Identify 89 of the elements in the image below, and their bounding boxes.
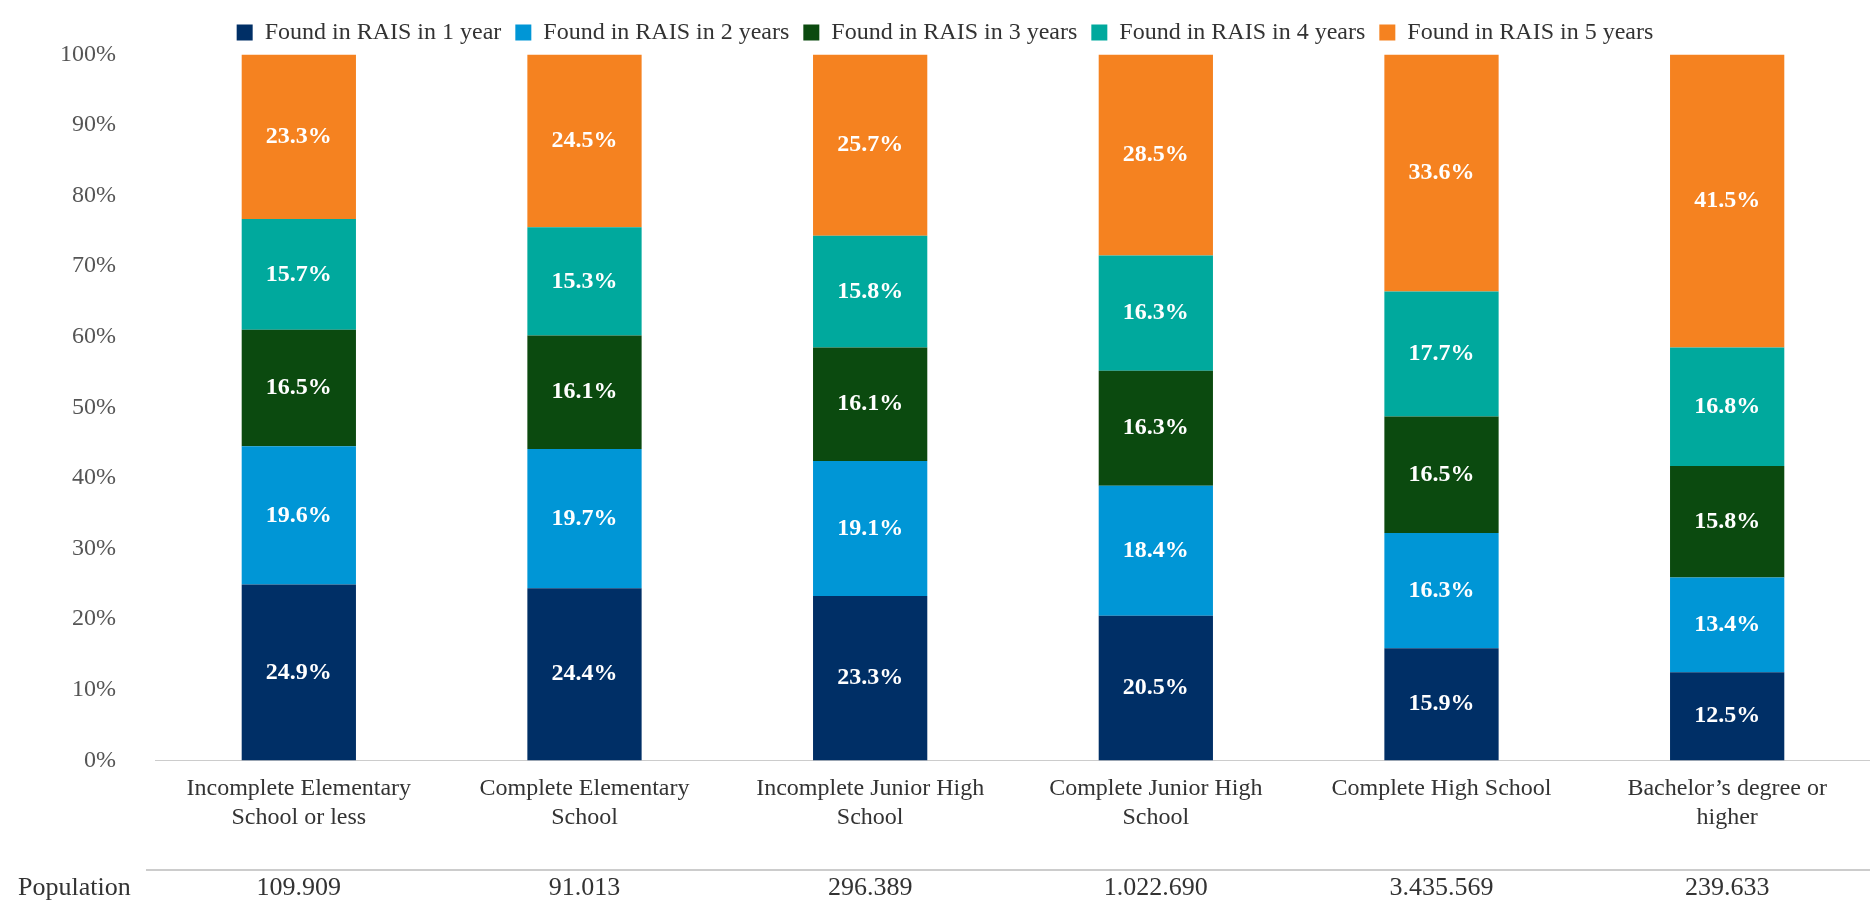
y-tick-label: 40% bbox=[71, 463, 116, 490]
bar bbox=[1098, 485, 1213, 616]
y-tick-label: 20% bbox=[71, 604, 116, 631]
data-label: 16.1% bbox=[551, 377, 618, 404]
legend-label: Found in RAIS in 3 years bbox=[831, 17, 1078, 44]
bar bbox=[1384, 291, 1499, 417]
x-tick-label: Complete High School bbox=[1331, 774, 1552, 801]
bar bbox=[1670, 347, 1785, 466]
data-label: 15.8% bbox=[837, 276, 904, 303]
y-tick-label: 90% bbox=[71, 110, 116, 137]
bar bbox=[813, 461, 928, 596]
data-label: 23.3% bbox=[265, 121, 332, 148]
data-label: 25.7% bbox=[837, 130, 904, 157]
bar bbox=[527, 54, 642, 228]
bar bbox=[241, 446, 356, 585]
bar bbox=[813, 235, 928, 348]
bar bbox=[1670, 577, 1785, 673]
data-label: 15.7% bbox=[265, 259, 332, 286]
data-label: 16.1% bbox=[837, 389, 904, 416]
data-label: 33.6% bbox=[1408, 158, 1475, 185]
x-tick-label: Incomplete Elementary School or less bbox=[186, 774, 412, 829]
legend-label: Found in RAIS in 2 years bbox=[543, 17, 790, 44]
bar bbox=[813, 595, 928, 761]
data-label: 19.7% bbox=[551, 503, 618, 530]
bar bbox=[1384, 648, 1499, 761]
bar bbox=[1670, 672, 1785, 761]
data-label: 24.5% bbox=[551, 126, 618, 153]
bar bbox=[527, 335, 642, 450]
data-label: 41.5% bbox=[1694, 186, 1761, 213]
text: Population bbox=[18, 871, 131, 901]
y-tick-label: 70% bbox=[71, 251, 116, 278]
data-label: 18.4% bbox=[1122, 535, 1189, 562]
data-label: 19.6% bbox=[265, 500, 332, 527]
bar bbox=[1384, 54, 1499, 292]
bar bbox=[241, 329, 356, 447]
y-tick-label: 60% bbox=[71, 322, 116, 349]
y-tick-label: 10% bbox=[71, 675, 116, 702]
x-tick-label: Complete Elementary School bbox=[479, 774, 690, 829]
legend-label: Found in RAIS in 5 years bbox=[1407, 17, 1654, 44]
data-label: 23.3% bbox=[837, 663, 904, 690]
bar bbox=[1384, 533, 1499, 649]
data-label: 16.5% bbox=[265, 373, 332, 400]
y-tick-label: 50% bbox=[71, 392, 116, 419]
x-tick-label: Bachelor’s degree or higher bbox=[1627, 774, 1827, 829]
y-tick-label: 30% bbox=[71, 533, 116, 560]
bar bbox=[527, 588, 642, 761]
data-label: 15.9% bbox=[1408, 689, 1475, 716]
bar bbox=[1098, 615, 1213, 761]
data-label: 16.3% bbox=[1122, 298, 1189, 325]
bar bbox=[527, 227, 642, 336]
data-label: 13.4% bbox=[1694, 610, 1761, 637]
data-label: 15.8% bbox=[1694, 506, 1761, 533]
bar bbox=[241, 54, 356, 219]
data-label: 19.1% bbox=[837, 513, 904, 540]
data-label: 24.4% bbox=[551, 659, 618, 686]
data-label: 16.3% bbox=[1122, 413, 1189, 440]
data-label: 16.8% bbox=[1694, 391, 1761, 418]
text: 3.435.569 bbox=[1389, 871, 1494, 901]
bar bbox=[1670, 466, 1785, 578]
bar bbox=[1098, 255, 1213, 371]
data-label: 12.5% bbox=[1694, 701, 1761, 728]
bar bbox=[527, 449, 642, 589]
legend-label: Found in RAIS in 1 year bbox=[264, 17, 502, 44]
text: 239.633 bbox=[1684, 871, 1770, 901]
bar bbox=[241, 218, 356, 330]
data-label: 17.7% bbox=[1408, 339, 1475, 366]
data-label: 20.5% bbox=[1122, 673, 1189, 700]
bar bbox=[813, 54, 928, 236]
x-tick-label: Incomplete Junior High School bbox=[756, 774, 985, 829]
bar bbox=[241, 584, 356, 761]
y-tick-label: 100% bbox=[59, 39, 116, 66]
bar bbox=[1098, 370, 1213, 486]
bar bbox=[1670, 54, 1785, 348]
text: 91.013 bbox=[548, 871, 621, 901]
y-tick-label: 0% bbox=[83, 745, 116, 772]
bar bbox=[813, 347, 928, 462]
x-tick-label: Complete Junior High School bbox=[1049, 774, 1263, 829]
data-label: 24.9% bbox=[265, 657, 332, 684]
text: 109.909 bbox=[256, 871, 342, 901]
text: 296.389 bbox=[827, 871, 913, 901]
legend-label: Found in RAIS in 4 years bbox=[1119, 17, 1366, 44]
text: 1.022.690 bbox=[1103, 871, 1208, 901]
data-label: 16.5% bbox=[1408, 460, 1475, 487]
bar bbox=[1098, 54, 1213, 256]
y-tick-label: 80% bbox=[71, 180, 116, 207]
data-label: 28.5% bbox=[1122, 140, 1189, 167]
bar bbox=[1384, 416, 1499, 534]
data-label: 16.3% bbox=[1408, 575, 1475, 602]
data-label: 15.3% bbox=[551, 266, 618, 293]
